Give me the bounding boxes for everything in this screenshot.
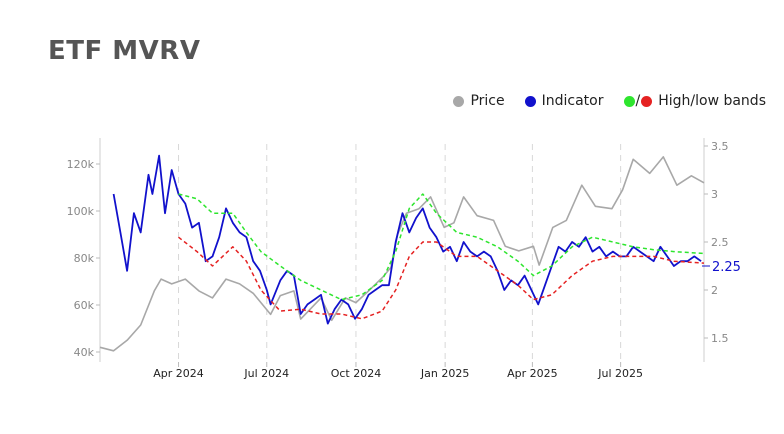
y-right-tick-label: 2.5 <box>711 236 729 249</box>
legend: Price Indicator / High/low bands <box>433 93 766 109</box>
y-left-tick-label: 120k <box>67 158 95 171</box>
y-left-tick-label: 60k <box>74 299 95 312</box>
high-band-line <box>178 193 705 301</box>
legend-bands-label: High/low bands <box>658 93 766 109</box>
legend-item-indicator[interactable]: Indicator <box>524 93 604 109</box>
bands-separator: / <box>635 93 641 109</box>
y-right-tick-label: 3.5 <box>711 140 729 153</box>
low-band-line <box>178 236 705 320</box>
y-left-tick-label: 80k <box>74 252 95 265</box>
legend-item-bands[interactable]: / High/low bands <box>623 93 766 109</box>
y-left-tick-label: 40k <box>74 346 95 359</box>
y-right-tick-label: 1.5 <box>711 332 729 345</box>
y-right-tick-label: 3 <box>711 188 718 201</box>
price-line <box>99 156 705 352</box>
price-dot-icon <box>453 95 465 107</box>
grid-lines <box>178 144 622 362</box>
legend-indicator-label: Indicator <box>541 93 604 109</box>
y-left-tick-label: 100k <box>67 205 95 218</box>
current-value-label: 2.25 <box>712 260 741 275</box>
high-band-dot-icon <box>623 95 635 107</box>
x-tick-label: Apr 2024 <box>153 367 204 380</box>
legend-item-price[interactable]: Price <box>453 93 505 109</box>
indicator-line <box>112 154 702 325</box>
chart-title: ETF MVRV <box>48 36 201 66</box>
low-band-dot-icon <box>641 95 653 107</box>
x-tick-label: Jul 2024 <box>243 367 289 380</box>
y-right-tick-label: 2 <box>711 284 718 297</box>
x-tick-label: Apr 2025 <box>507 367 558 380</box>
x-tick-label: Jan 2025 <box>420 367 469 380</box>
x-tick-label: Oct 2024 <box>331 367 382 380</box>
x-tick-label: Jul 2025 <box>597 367 643 380</box>
series-lines <box>99 154 705 352</box>
legend-price-label: Price <box>470 93 505 109</box>
tick-labels: Apr 2024 Jul 2024 Oct 2024 Jan 2025 Apr 2025… <box>67 140 741 380</box>
indicator-dot-icon <box>524 95 536 107</box>
axes <box>96 138 708 367</box>
